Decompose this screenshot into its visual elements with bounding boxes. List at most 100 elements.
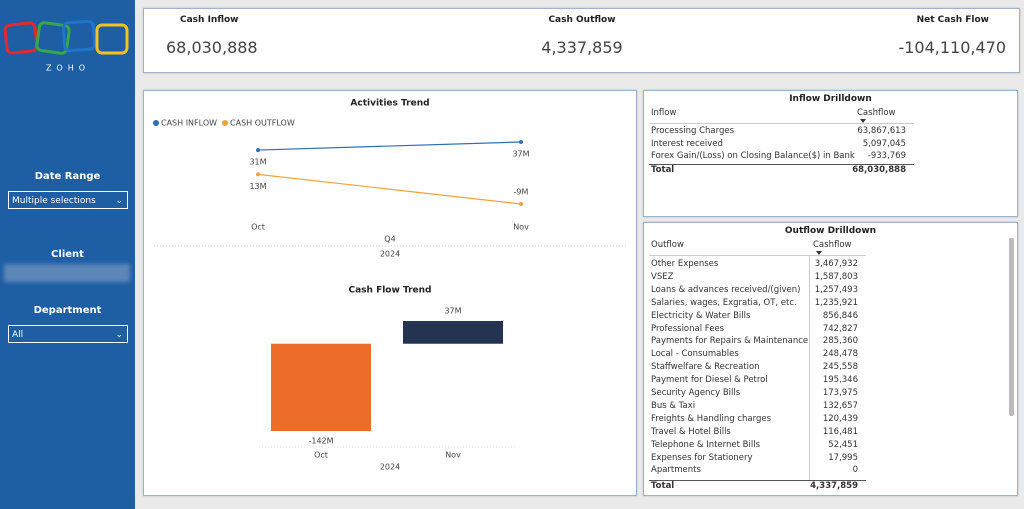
data-label: -9M — [514, 188, 529, 197]
filter-label: Client — [51, 249, 84, 260]
charts: Activities Trend CASH INFLOW CASH OUTFLOW 3… — [153, 99, 626, 472]
legend-marker — [222, 120, 229, 126]
sidebar: ZOHO Date Range Multiple selections ⌄ Cli… — [0, 0, 135, 509]
dropdown-value: Multiple selections — [12, 196, 96, 206]
header-rule — [649, 255, 866, 256]
inflow-table: Inflow Drilldown Inflow Cashflow Processing… — [643, 90, 1018, 217]
total-label: Total — [651, 481, 675, 491]
outflow-table: Outflow Drilldown Outflow Cashflow Other Ex… — [643, 222, 1018, 496]
row-value: 173,975 — [822, 388, 858, 398]
x-group-label: 2024 — [380, 463, 400, 472]
filter-label: Date Range — [34, 171, 101, 182]
row-label: Salaries, wages, Exgratia, OT, etc. — [651, 297, 797, 308]
column-header: Cashflow — [813, 240, 852, 250]
sort-arrow — [860, 119, 866, 123]
x-tick-label: Oct — [251, 223, 265, 232]
row-value: 3,467,932 — [814, 259, 858, 269]
row-value: 132,657 — [822, 400, 858, 411]
row-value: 0 — [852, 465, 858, 476]
legend-marker — [153, 120, 159, 126]
row-label: Apartments — [651, 465, 701, 476]
x-tick-label: Oct — [314, 451, 328, 460]
total-rule — [649, 164, 914, 179]
chevron: ⌄ — [115, 330, 123, 340]
column-header: Inflow — [651, 108, 677, 118]
dropdown[interactable]: Multiple selections ⌄ — [8, 191, 128, 209]
chart-title: Cash Flow Trend — [349, 286, 432, 296]
point — [519, 140, 523, 144]
column-divider — [809, 256, 810, 481]
x-tick-label: Nov — [445, 451, 461, 460]
chart-title: Activities Trend — [350, 99, 429, 109]
filter-label: Department — [33, 305, 102, 316]
row-label: Interest received — [651, 138, 723, 149]
dropdown-value: All — [12, 330, 24, 340]
blurred-field[interactable] — [4, 264, 130, 282]
row-label: Electricity & Water Bills — [651, 310, 751, 321]
x-group-label: 2024 — [380, 250, 400, 259]
row-label: Freights & Handling charges — [651, 413, 772, 424]
row-value: -933,769 — [867, 151, 906, 162]
logo-text: ZOHO — [46, 64, 90, 73]
row-value: 245,558 — [822, 362, 858, 373]
logo: ZOHO — [4, 19, 129, 73]
kpi-value: -104,110,470 — [898, 38, 1006, 57]
column-header: Outflow — [651, 240, 684, 250]
kpi-value: 4,337,859 — [541, 38, 623, 57]
point — [519, 202, 523, 206]
kpi-card: Cash Inflow 68,030,888 Cash Outflow 4,33… — [143, 8, 1020, 73]
scrollbar[interactable] — [1009, 238, 1014, 416]
row-label: Telephone & Internet Bills — [651, 439, 760, 450]
row-label: Forex Gain/(Loss) on Closing Balance($) … — [651, 151, 855, 162]
row-value: 52,451 — [828, 439, 858, 450]
row-label: Staffwelfare & Recreation — [651, 362, 760, 373]
data-label: 37M — [444, 307, 461, 316]
point — [256, 148, 260, 153]
data-label: 31M — [249, 158, 266, 167]
point — [256, 172, 260, 177]
total-value: 68,030,888 — [852, 165, 906, 175]
row-label: Processing Charges — [651, 126, 735, 136]
bar — [271, 343, 371, 431]
sort-arrow — [816, 251, 822, 255]
row-label: Payments for Repairs & Maintenance — [651, 336, 809, 347]
row-value: 1,587,803 — [814, 271, 858, 282]
row-value: 856,846 — [822, 310, 858, 321]
total-rule — [649, 480, 866, 495]
kpi-label: Net Cash Flow — [916, 15, 989, 25]
legend-label: CASH OUTFLOW — [230, 119, 295, 128]
row-value: 742,827 — [822, 323, 858, 334]
kpi-value: 68,030,888 — [166, 38, 258, 57]
data-label: -142M — [308, 437, 333, 446]
total-label: Total — [651, 165, 675, 175]
column-header: Cashflow — [857, 108, 896, 118]
chart-card: Activities Trend CASH INFLOW CASH OUTFLOW 3… — [143, 90, 637, 496]
row-label: Local - Consumables — [651, 349, 739, 360]
total-value: 4,337,859 — [810, 481, 858, 491]
row-value: 63,867,613 — [857, 126, 906, 136]
row-label: Bus & Taxi — [651, 400, 696, 411]
series-line — [257, 141, 522, 151]
row-label: Payment for Diesel & Petrol — [651, 375, 768, 386]
row-label: Professional Fees — [651, 323, 725, 334]
kpi-label: Cash Inflow — [180, 15, 239, 25]
row-label: Other Expenses — [651, 259, 719, 269]
row-value: 17,995 — [828, 452, 858, 463]
kpi-label: Cash Outflow — [548, 15, 616, 25]
header-rule — [649, 123, 914, 124]
row-value: 195,346 — [822, 375, 858, 386]
row-label: Loans & advances received/(given) — [651, 284, 801, 295]
row-label: Travel & Hotel Bills — [651, 426, 731, 437]
table-title: Inflow Drilldown — [789, 94, 872, 104]
table-title: Outflow Drilldown — [784, 226, 877, 236]
series-line — [257, 173, 522, 205]
row-value: 1,235,921 — [814, 297, 858, 308]
row-value: 5,097,045 — [862, 138, 906, 149]
x-group-label: Q4 — [384, 235, 395, 244]
row-value: 285,360 — [822, 336, 858, 347]
row-value: 1,257,493 — [814, 284, 858, 295]
dropdown[interactable]: All ⌄ — [8, 325, 128, 343]
row-label: VSEZ — [651, 271, 674, 282]
row-value: 248,478 — [822, 349, 858, 360]
